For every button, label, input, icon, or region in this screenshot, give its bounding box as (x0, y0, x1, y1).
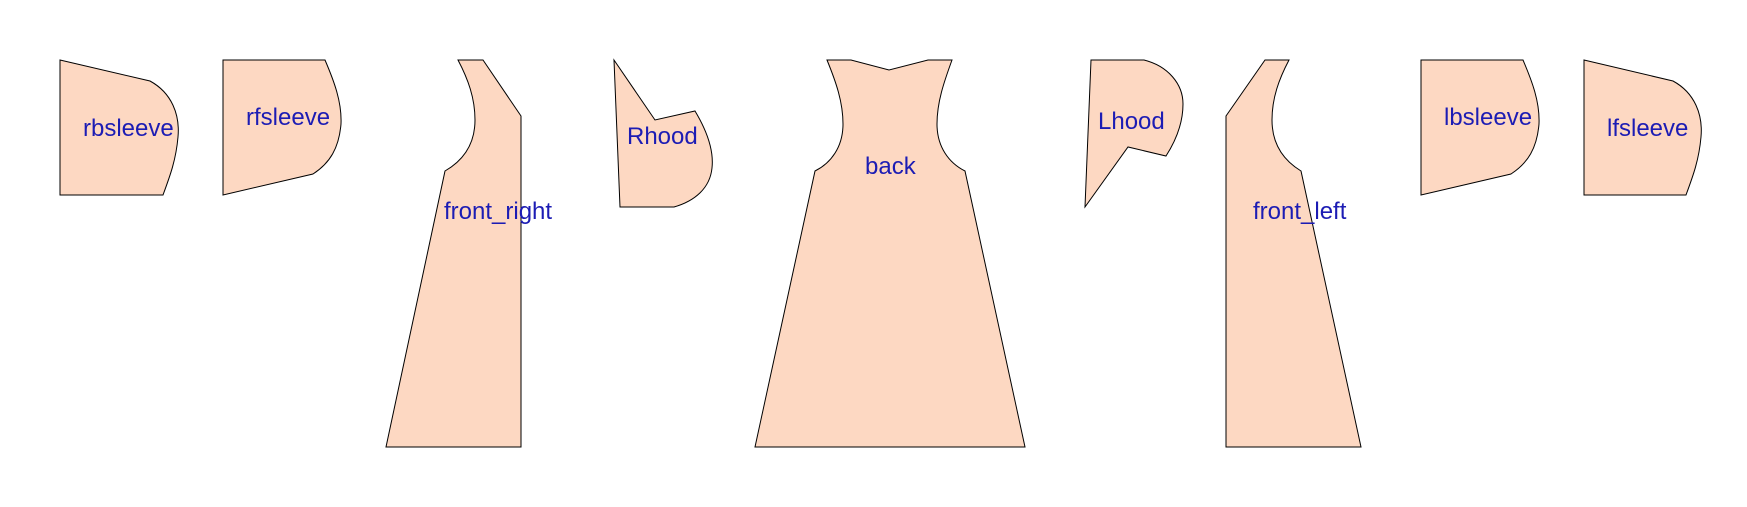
piece-rbsleeve: rbsleeve (59, 59, 179, 196)
piece-front-left: front_left (1225, 59, 1362, 448)
front-right-shape (385, 59, 522, 448)
lhood-shape (1084, 59, 1184, 209)
front-left-label: front_left (1253, 198, 1347, 225)
front-right-label: front_right (444, 198, 552, 225)
piece-lhood: Lhood (1084, 59, 1184, 209)
rhood-shape (613, 58, 713, 208)
rhood-label: Rhood (627, 123, 698, 150)
lhood-label: Lhood (1098, 108, 1165, 135)
piece-rfsleeve: rfsleeve (222, 59, 342, 196)
front-left-shape (1225, 59, 1362, 448)
piece-back: back (754, 59, 1026, 448)
lbsleeve-label: lbsleeve (1444, 104, 1532, 131)
lfsleeve-shape (1583, 59, 1702, 196)
back-shape (754, 59, 1026, 448)
rbsleeve-shape (59, 59, 179, 196)
piece-rhood: Rhood (613, 58, 713, 208)
rfsleeve-shape (222, 59, 342, 196)
rfsleeve-label: rfsleeve (246, 104, 330, 131)
back-label: back (865, 153, 917, 180)
rbsleeve-label: rbsleeve (83, 115, 174, 142)
lfsleeve-label: lfsleeve (1607, 115, 1688, 142)
piece-front-right: front_right (385, 59, 552, 448)
piece-lfsleeve: lfsleeve (1583, 59, 1702, 196)
lbsleeve-shape (1420, 59, 1540, 196)
piece-lbsleeve: lbsleeve (1420, 59, 1540, 196)
